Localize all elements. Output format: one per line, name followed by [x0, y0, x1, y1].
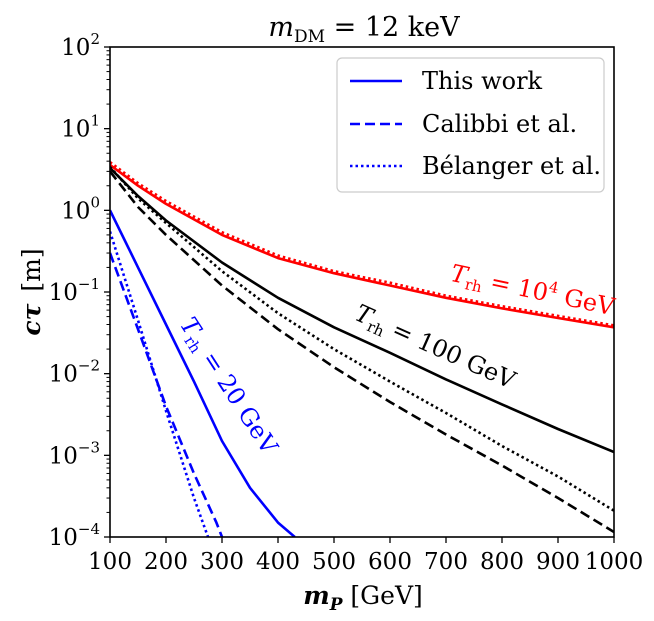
series-line-trh-1e4-dotted [110, 161, 614, 327]
y-tick-label: 10−2 [49, 357, 100, 388]
y-tick-label: 101 [61, 112, 100, 143]
legend-label-belanger: Bélanger et al. [422, 152, 601, 180]
series-line-trh-1e4-solid [110, 163, 614, 329]
series-line-trh-100-dashed [110, 170, 614, 534]
series-line-trh-100-solid [110, 167, 614, 454]
title-rest: = 12 keV [325, 12, 460, 43]
plot-area: 100 200 300 400 500 600 700 800 900 1000 10−4 10−3 1… [49, 30, 644, 575]
series-line-trh-20-solid [110, 209, 296, 537]
y-axis-label: cτ [m] [17, 248, 46, 335]
chart-title: mDM = 12 keV [268, 12, 460, 47]
annotation-trh-1e4: Trh = 104 GeV [448, 257, 619, 324]
x-tick-label: 900 [536, 549, 580, 575]
annotation-trh-1e4-tail: GeV [554, 282, 618, 322]
annotation-trh-100: Trh = 100 GeV [350, 299, 521, 398]
legend-label-calibbi: Calibbi et al. [422, 110, 577, 138]
x-tick-label: 1000 [585, 549, 644, 575]
x-tick-label: 500 [312, 549, 356, 575]
ticks-layer: 100 200 300 400 500 600 700 800 900 1000 10−4 10−3 1… [49, 30, 644, 575]
x-axis-label-sub: P [329, 595, 344, 615]
x-tick-label: 700 [424, 549, 468, 575]
x-tick-label: 200 [144, 549, 188, 575]
x-axis-label-unit: [GeV] [342, 581, 422, 610]
annotation-trh-100-sub: rh [364, 317, 387, 340]
y-tick-label: 100 [61, 193, 100, 224]
x-axis-label: mP [GeV] [303, 581, 423, 615]
series-line-trh-20-dashed [110, 252, 224, 537]
annotation-trh-1e4-sup: 4 [547, 278, 560, 298]
annotation-trh-20: Trh = 20 GeV [172, 312, 284, 461]
legend-label-this-work: This work [422, 67, 543, 95]
x-tick-label: 300 [200, 549, 244, 575]
y-tick-label: 10−3 [49, 438, 100, 469]
x-tick-label: 100 [88, 549, 132, 575]
series-layer [110, 161, 614, 537]
series-line-trh-20-dotted [110, 231, 210, 537]
title-main: m [268, 12, 294, 43]
legend-box [336, 57, 605, 193]
y-axis-label-main: cτ [17, 303, 46, 335]
annotation-trh-20-rest: = 20 GeV [192, 340, 284, 460]
x-tick-label: 600 [368, 549, 412, 575]
y-axis-label-unit: [m] [17, 248, 46, 291]
x-tick-label: 800 [480, 549, 524, 575]
x-tick-label: 400 [256, 549, 300, 575]
legend: This work Calibbi et al. Bélanger et al. [336, 57, 605, 193]
y-tick-label: 10−4 [49, 520, 100, 551]
series-line-trh-100-dotted [110, 166, 614, 512]
y-tick-label: 10−1 [49, 275, 100, 306]
y-tick-label: 102 [61, 30, 100, 61]
title-sub: DM [294, 27, 325, 47]
annotation-trh-1e4-rest: = 10 [480, 266, 550, 307]
annotation-trh-1e4-sub: rh [463, 275, 484, 296]
x-axis-label-main: m [303, 581, 329, 610]
